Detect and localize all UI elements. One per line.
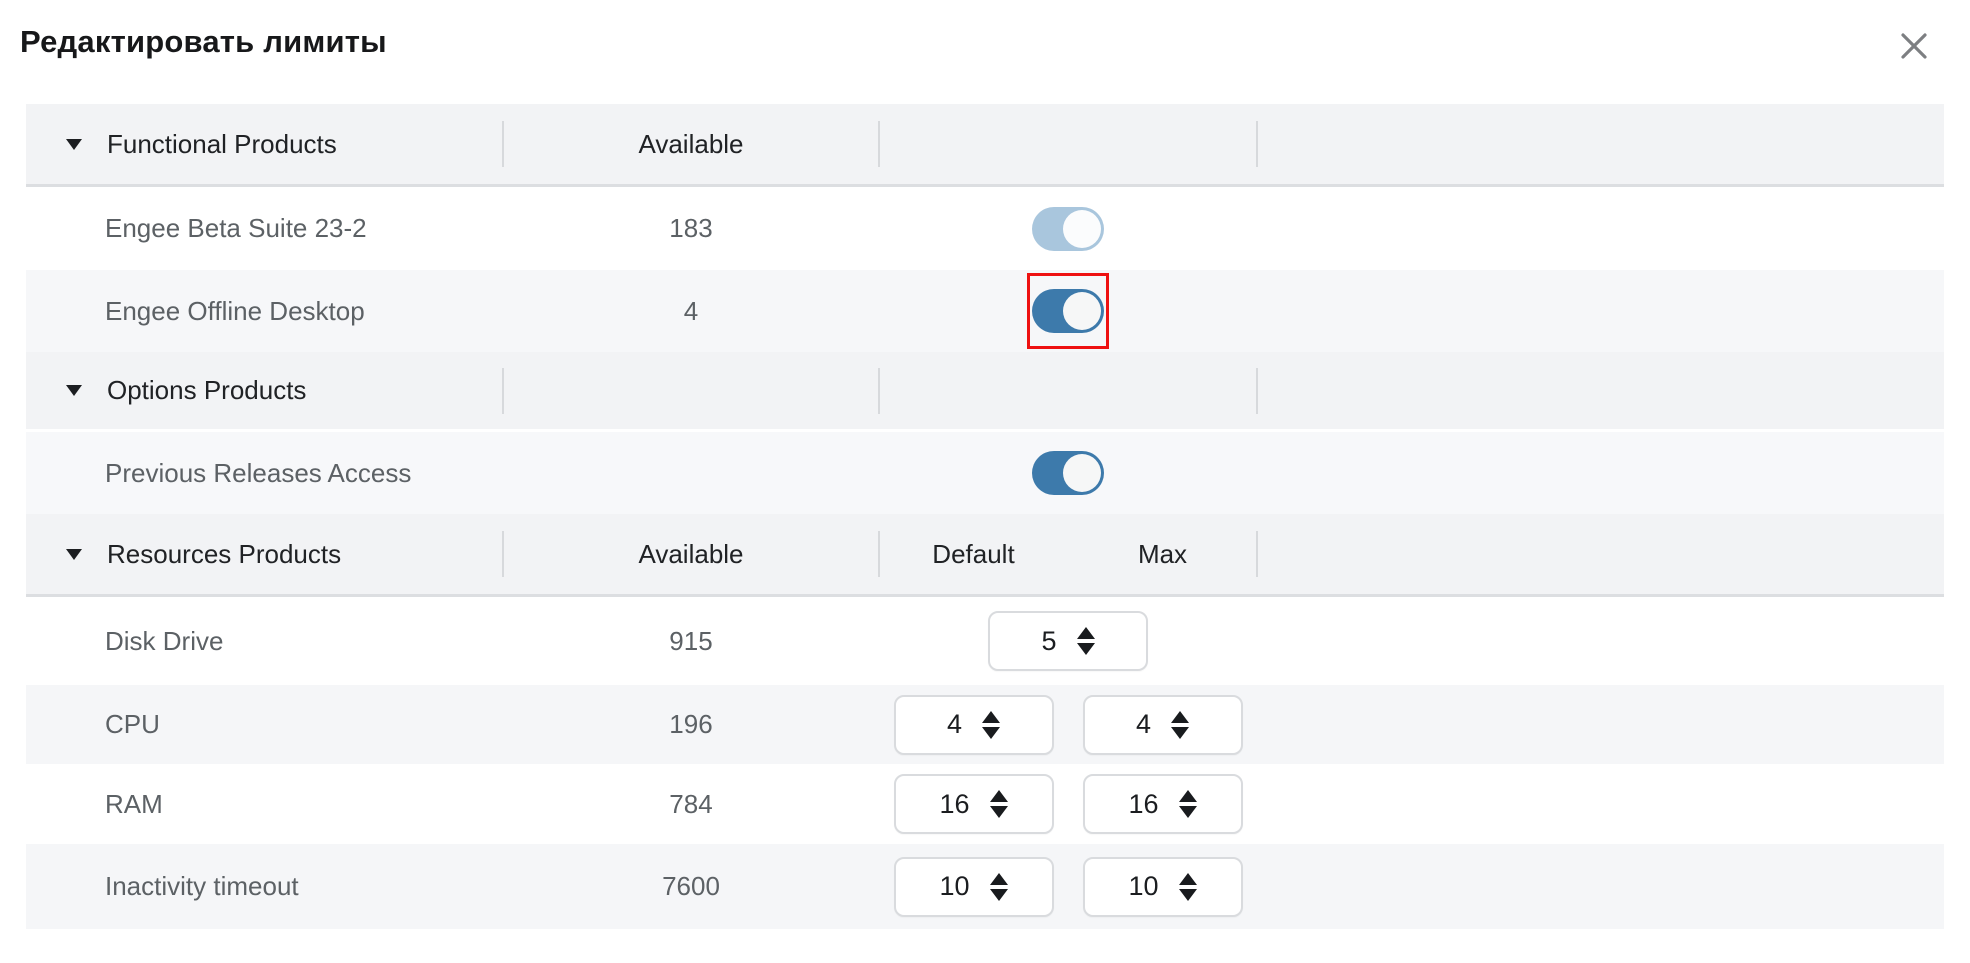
- spinner-arrows-icon[interactable]: [1178, 872, 1197, 901]
- product-name: RAM: [105, 788, 163, 819]
- available-value: 196: [669, 709, 713, 739]
- column-header-available: Available: [638, 128, 744, 159]
- table-row-engee-beta-suite: Engee Beta Suite 23-2 183: [26, 187, 1944, 270]
- stepper-value: 4: [946, 709, 963, 739]
- spinner-arrows-icon[interactable]: [989, 872, 1008, 901]
- spinner-arrows-icon[interactable]: [989, 790, 1008, 818]
- column-header-default: Default: [932, 538, 1015, 569]
- table-row-ram: RAM 784 16 16: [26, 764, 1944, 844]
- table-row-inactivity-timeout: Inactivity timeout 7600 10 10: [26, 844, 1944, 929]
- limits-table: Functional Products Available Engee Beta…: [26, 104, 1944, 929]
- default-stepper-inactivity-timeout[interactable]: 10: [893, 856, 1054, 917]
- spinner-arrows-icon[interactable]: [982, 710, 1001, 739]
- toggle-previous-releases-access[interactable]: [1032, 451, 1104, 495]
- toggle-knob: [1063, 292, 1101, 330]
- available-value: 7600: [662, 871, 720, 901]
- section-header-functional-products: Functional Products Available: [26, 104, 1944, 187]
- available-value: 784: [669, 788, 713, 819]
- column-header-available: Available: [638, 538, 744, 569]
- stepper-value: 10: [939, 871, 970, 901]
- product-name: Disk Drive: [105, 625, 224, 656]
- available-value: 4: [683, 295, 699, 326]
- max-stepper-ram[interactable]: 16: [1082, 774, 1243, 834]
- chevron-down-icon[interactable]: [66, 138, 82, 150]
- chevron-down-icon[interactable]: [66, 385, 82, 396]
- section-header-options-products: Options Products: [26, 352, 1944, 432]
- table-row-cpu: CPU 196 4 4: [26, 685, 1944, 764]
- section-header-resources-products: Resources Products Available Default Max: [26, 514, 1944, 597]
- table-row-engee-offline-desktop: Engee Offline Desktop 4: [26, 270, 1944, 352]
- stepper-value: 4: [1135, 709, 1152, 739]
- column-header-max: Max: [1137, 538, 1188, 569]
- stepper-value: 16: [1128, 788, 1159, 819]
- default-stepper-ram[interactable]: 16: [893, 774, 1054, 834]
- highlight-red-box: [1027, 273, 1109, 349]
- product-name: CPU: [105, 709, 160, 739]
- available-value: 915: [669, 625, 713, 656]
- section-title: Functional Products: [107, 128, 337, 159]
- toggle-engee-offline-desktop[interactable]: [1032, 289, 1104, 333]
- table-row-previous-releases-access: Previous Releases Access: [26, 432, 1944, 514]
- product-name: Engee Offline Desktop: [105, 295, 365, 326]
- default-stepper-disk-drive[interactable]: 5: [988, 611, 1148, 671]
- dialog-title: Редактировать лимиты: [20, 24, 387, 59]
- spinner-arrows-icon[interactable]: [1178, 790, 1197, 818]
- chevron-down-icon[interactable]: [66, 548, 82, 560]
- section-title: Resources Products: [107, 538, 342, 569]
- close-button[interactable]: [1892, 24, 1936, 68]
- section-title: Options Products: [107, 375, 307, 405]
- max-stepper-inactivity-timeout[interactable]: 10: [1082, 856, 1243, 917]
- stepper-value: 5: [1041, 625, 1057, 656]
- stepper-value: 16: [939, 788, 970, 819]
- close-icon: [1901, 33, 1927, 59]
- available-value: 183: [669, 213, 713, 243]
- product-name: Engee Beta Suite 23-2: [105, 213, 367, 243]
- dialog-header: Редактировать лимиты: [20, 18, 1950, 78]
- spinner-arrows-icon[interactable]: [1076, 627, 1095, 655]
- table-row-disk-drive: Disk Drive 915 5: [26, 597, 1944, 685]
- toggle-knob: [1063, 209, 1101, 248]
- toggle-knob: [1063, 454, 1101, 492]
- spinner-arrows-icon[interactable]: [1171, 710, 1190, 739]
- stepper-value: 10: [1128, 871, 1159, 901]
- product-name: Inactivity timeout: [105, 871, 299, 901]
- product-name: Previous Releases Access: [105, 457, 412, 488]
- toggle-engee-beta-suite[interactable]: [1032, 206, 1104, 251]
- max-stepper-cpu[interactable]: 4: [1082, 694, 1243, 755]
- default-stepper-cpu[interactable]: 4: [893, 694, 1054, 755]
